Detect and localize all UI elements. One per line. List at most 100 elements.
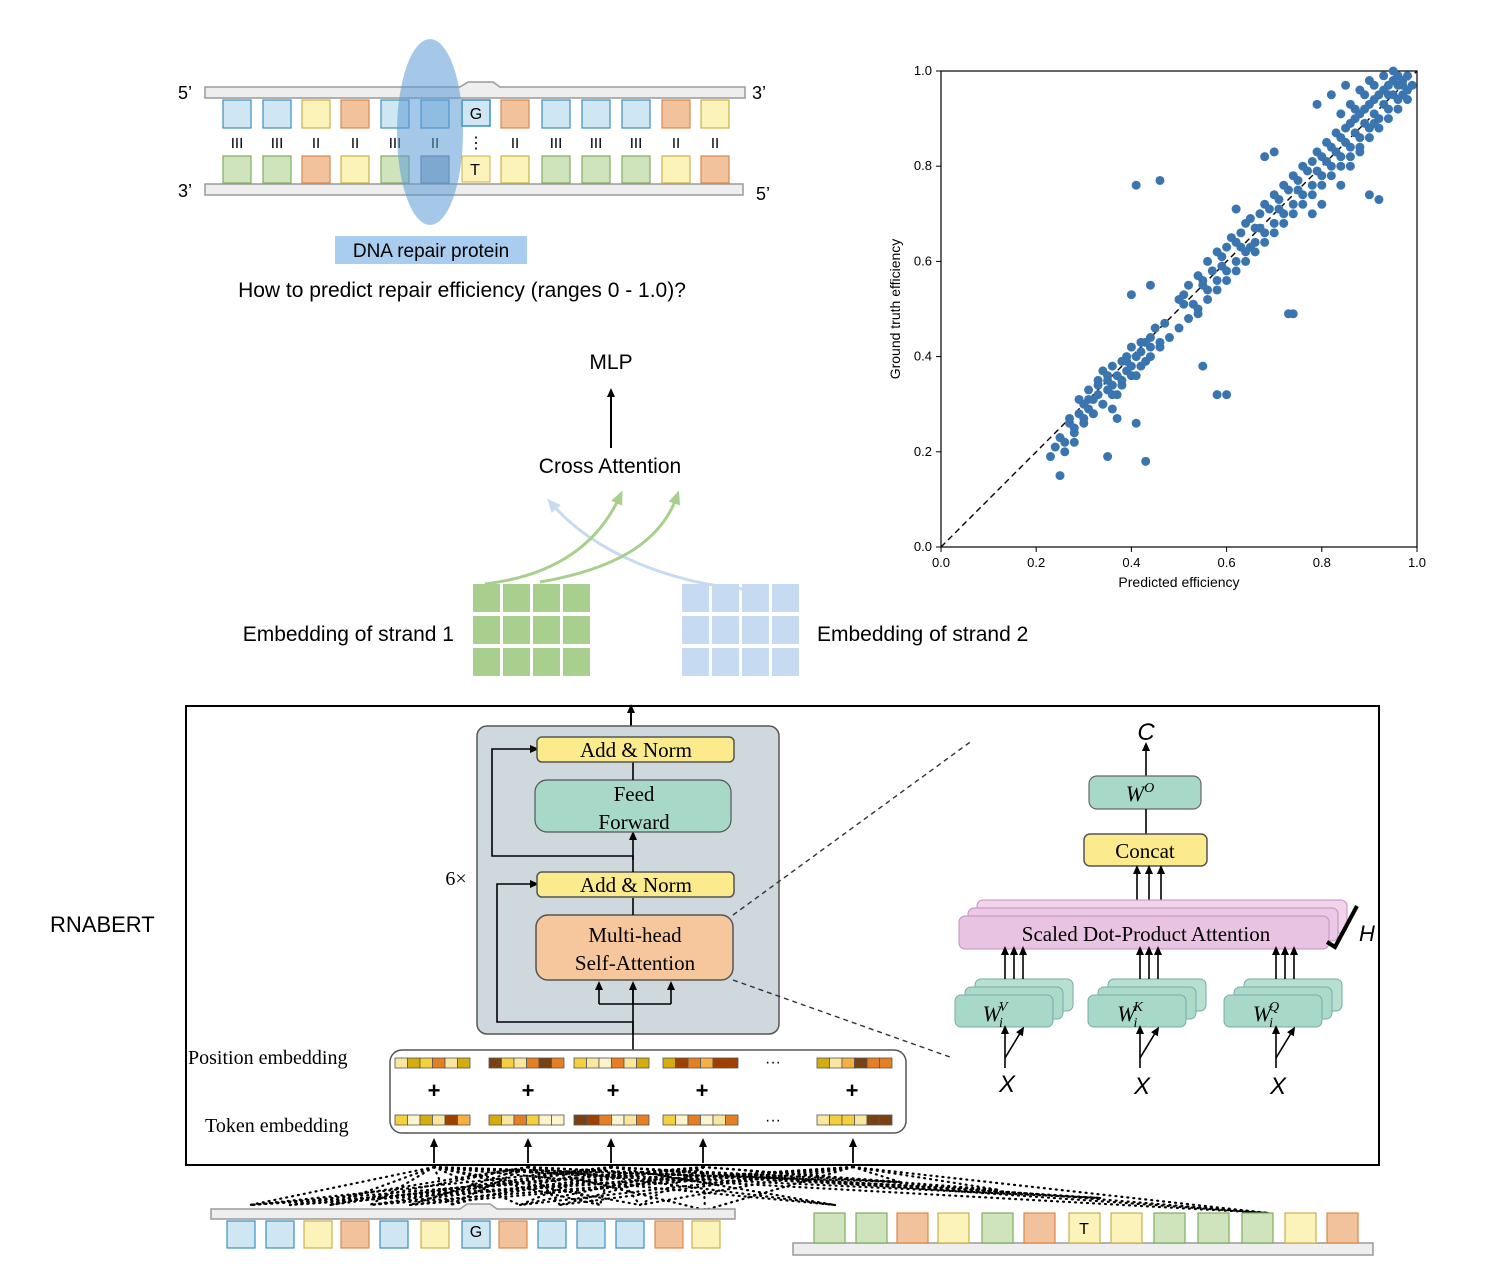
scatter-point (1326, 90, 1336, 100)
embedding-bar-cell (586, 1114, 600, 1126)
strand1-curve-a (484, 490, 623, 586)
scatter-point (1264, 204, 1274, 214)
scatter-point (1222, 390, 1232, 400)
base-bottom (340, 155, 370, 184)
scatter-point (1093, 390, 1103, 400)
bond-label: III (271, 135, 284, 152)
base-top (700, 99, 730, 129)
embedding-bar-cell (636, 1057, 650, 1069)
heads-bracket (1325, 905, 1359, 950)
repeat-label: 6× (445, 868, 466, 890)
heads-label: H (1359, 921, 1375, 946)
bottom-strand1-base (303, 1220, 333, 1249)
embedding-container (389, 1049, 907, 1134)
scatter-point (1331, 147, 1341, 157)
scatter-point (1065, 413, 1075, 423)
embedding-cell (682, 584, 709, 612)
bottom-strand1-base (576, 1220, 606, 1249)
scatter-point (1045, 452, 1055, 462)
embedding-bar-cell (623, 1114, 637, 1126)
mapping-dots (248, 1165, 855, 1207)
bottom-strand2-base (937, 1212, 970, 1244)
embedding-cell (712, 584, 739, 612)
embedding-cell (473, 584, 500, 612)
mismatch-base-bottom-label: T (470, 162, 480, 179)
scatter-point (1231, 256, 1241, 266)
embedding-bar-cell (488, 1114, 502, 1126)
embedding-grid-strand1 (473, 584, 590, 676)
bottom-strand1-base (226, 1220, 256, 1249)
embedding-bar-cell (611, 1114, 625, 1126)
x-tick-label: 0.4 (1122, 555, 1140, 570)
scatter-point (1222, 275, 1232, 285)
scatter-point (1369, 109, 1379, 119)
pipeline: MLP Cross Attention Embedding of strand … (243, 351, 1028, 676)
scatter-point (1379, 71, 1389, 81)
scatter-point (1074, 394, 1084, 404)
embedding-bar-cell (725, 1057, 739, 1069)
embedding-cell (682, 616, 709, 644)
scatter-point (1145, 352, 1155, 362)
base-bottom (661, 155, 691, 184)
embedding-bar-cell (457, 1057, 471, 1069)
scatter-point (1103, 375, 1113, 385)
scatter-point (1126, 371, 1136, 381)
scatter-point (1255, 223, 1265, 233)
scatter-point (1236, 242, 1246, 252)
bond-label: III (630, 135, 643, 152)
multihead-label-1: Multi-head (588, 923, 682, 947)
sdpa-box (958, 915, 1330, 950)
scatter-point (1126, 290, 1136, 300)
scatter-point (1145, 280, 1155, 290)
scatter-point (1350, 128, 1360, 138)
embedding-bar-cell (866, 1057, 880, 1069)
xk-in-2 (1139, 1026, 1160, 1059)
embedding-bar-cell (700, 1057, 714, 1069)
bottom-strand2-backbone (792, 1242, 1374, 1256)
axis-ticks: 0.0 0.2 0.4 0.6 0.8 1.0 0.0 0.2 0.4 0.6 0.8 1.0 (914, 63, 1426, 570)
embedding-cell (563, 616, 590, 644)
scatter-point (1112, 413, 1122, 423)
embedding-cell (772, 648, 799, 676)
scatter-point (1407, 80, 1417, 90)
scatter-point (1126, 342, 1136, 352)
embedding-cell (712, 648, 739, 676)
base-bottom (500, 155, 530, 184)
add-norm-bottom-label: Add & Norm (580, 873, 692, 897)
mapping-dots (609, 1165, 1102, 1200)
embedding-bar-cell (394, 1114, 408, 1126)
embedding-input-arrows (430, 1138, 857, 1163)
wv-label: WiV (983, 1000, 1009, 1031)
mapping-dots (701, 1165, 707, 1212)
strand1-backbone (204, 81, 746, 99)
transformer-encoder: 6× Multi-head Self-Attention Add & Norm … (445, 704, 780, 1050)
zoom-line-top (732, 739, 974, 916)
mismatch-base-bottom (461, 155, 491, 183)
scatter-point (1307, 180, 1317, 190)
bond-label: II (672, 135, 680, 152)
embedding-cell (473, 648, 500, 676)
scatter-point (1198, 280, 1208, 290)
bond-label: III (550, 135, 563, 152)
base-bottom (262, 155, 292, 184)
embedding-cell (533, 616, 560, 644)
y-tick-label: 0.4 (914, 349, 932, 364)
embedding-bar-cell (879, 1114, 893, 1126)
scatter-point (1164, 333, 1174, 343)
scatter-point (1303, 166, 1313, 176)
embedding-cell (473, 616, 500, 644)
scatter-point (1088, 409, 1098, 419)
plus-sign: + (428, 1078, 441, 1103)
scatter-point (1364, 76, 1374, 86)
scatter-point (1283, 185, 1293, 195)
scatter-point (1184, 280, 1194, 290)
scatter-point (1060, 447, 1070, 457)
mapping-dots (518, 1165, 855, 1207)
scatter-point (1345, 161, 1355, 171)
xv-in-2 (1004, 1026, 1025, 1059)
sdpa-label: Scaled Dot-Product Attention (1022, 922, 1271, 946)
add-norm-top-box (536, 736, 735, 763)
scatter-point (1236, 228, 1246, 238)
embedding-bar-cell (573, 1114, 587, 1126)
